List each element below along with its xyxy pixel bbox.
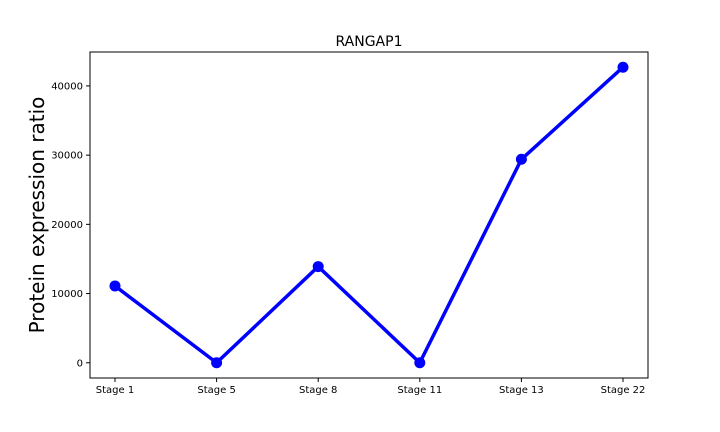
chart-title: RANGAP1 [336, 34, 403, 50]
series-layer [109, 61, 629, 369]
y-tick-label: 0 [77, 358, 83, 369]
x-tick-label: Stage 22 [601, 385, 646, 396]
y-tick-label: 30000 [51, 151, 83, 162]
plot-area [89, 51, 649, 379]
x-tick-label: Stage 11 [397, 385, 442, 396]
data-point [617, 61, 629, 73]
data-point [515, 153, 527, 165]
y-axis-label: Protein expression ratio [25, 97, 49, 334]
data-point [312, 261, 324, 273]
x-tick-label: Stage 5 [197, 385, 235, 396]
data-point [109, 280, 121, 292]
x-axis: Stage 1 Stage 5 Stage 8 Stage 11 Stage 13 Sta… [96, 378, 646, 396]
x-tick-label: Stage 1 [96, 385, 134, 396]
x-tick-label: Stage 8 [299, 385, 337, 396]
data-point [211, 357, 223, 369]
data-point [414, 357, 426, 369]
y-tick-label: 10000 [51, 289, 83, 300]
y-tick-label: 40000 [51, 81, 83, 92]
y-tick-label: 20000 [51, 220, 83, 231]
y-axis: 0 10000 20000 30000 40000 [51, 81, 90, 369]
series-line [113, 65, 625, 365]
x-tick-label: Stage 13 [499, 385, 544, 396]
